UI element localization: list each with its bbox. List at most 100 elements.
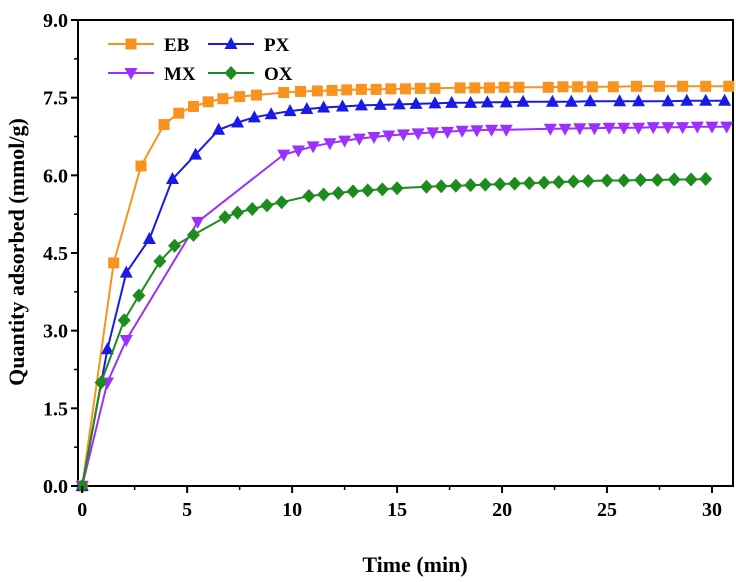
- data-point-ox: [478, 177, 492, 192]
- data-point-eb: [234, 91, 246, 103]
- data-point-eb: [400, 83, 411, 95]
- data-point-px: [300, 102, 314, 115]
- data-point-ox: [464, 178, 478, 193]
- data-point-mx: [617, 122, 631, 135]
- data-point-px: [165, 171, 179, 184]
- data-point-ox: [537, 175, 551, 190]
- data-point-eb: [557, 81, 569, 93]
- data-point-ox: [390, 181, 404, 196]
- data-point-px: [336, 99, 350, 112]
- data-point-eb: [513, 81, 525, 93]
- data-point-px: [480, 95, 494, 108]
- data-point-mx: [291, 145, 305, 158]
- data-point-mx: [396, 129, 410, 142]
- data-point-px: [100, 342, 114, 355]
- data-point-eb: [483, 82, 495, 94]
- data-point-eb: [250, 89, 262, 101]
- data-point-eb: [217, 93, 229, 105]
- y-tick-label: 9.0: [43, 10, 68, 32]
- legend-marker-mx: [124, 68, 138, 80]
- axis-layer: 0 5 10 15 20 25 30 0.0 1.5 3.0 4.5 6.0 7.5 9.0: [43, 10, 722, 521]
- legend-item-mx: MX: [108, 64, 196, 85]
- data-point-mx: [690, 121, 704, 134]
- data-point-mx: [277, 149, 291, 162]
- data-point-px: [119, 265, 133, 278]
- data-point-ox: [667, 172, 681, 187]
- y-tick-label: 1.5: [43, 398, 68, 420]
- series-eb: [76, 80, 735, 492]
- data-point-eb: [469, 82, 481, 94]
- data-point-eb: [586, 81, 598, 93]
- data-point-px: [564, 94, 578, 107]
- data-point-px: [516, 94, 530, 107]
- data-point-eb: [135, 160, 147, 172]
- data-point-ox: [302, 189, 316, 204]
- data-point-eb: [630, 80, 642, 92]
- series-line-px: [81, 99, 725, 487]
- x-tick-label: 25: [597, 499, 617, 521]
- data-point-mx: [191, 216, 205, 229]
- data-point-ox: [346, 184, 360, 199]
- data-point-ox: [600, 173, 614, 188]
- data-point-eb: [370, 83, 382, 95]
- data-point-ox: [218, 210, 232, 225]
- data-point-eb: [700, 80, 712, 92]
- data-point-px: [661, 94, 675, 107]
- y-tick-label: 7.5: [43, 88, 68, 110]
- x-tick-label: 30: [702, 499, 722, 521]
- data-point-ox: [419, 179, 433, 194]
- data-point-eb: [295, 85, 307, 97]
- legend-label-px: PX: [264, 35, 290, 56]
- data-point-eb: [414, 82, 426, 94]
- data-point-px: [583, 94, 597, 107]
- data-point-px: [445, 95, 459, 108]
- data-point-ox: [117, 313, 131, 328]
- data-point-mx: [573, 123, 587, 136]
- data-point-px: [354, 98, 368, 111]
- legend-item-ox: OX: [208, 64, 293, 85]
- data-point-px: [499, 95, 513, 108]
- legend-label-ox: OX: [264, 64, 293, 85]
- data-point-eb: [341, 84, 353, 96]
- data-point-ox: [231, 205, 245, 220]
- data-point-mx: [499, 124, 513, 137]
- data-point-eb: [355, 83, 367, 95]
- data-point-eb: [429, 82, 441, 94]
- data-point-px: [247, 110, 261, 123]
- data-point-px: [283, 104, 297, 117]
- data-point-px: [613, 94, 627, 107]
- y-tick-label: 6.0: [43, 165, 68, 187]
- series-layer: [75, 80, 735, 493]
- data-point-eb: [278, 86, 290, 98]
- data-point-ox: [493, 177, 507, 192]
- data-point-ox: [434, 179, 448, 194]
- legend-item-px: PX: [208, 35, 290, 56]
- data-point-px: [699, 93, 713, 106]
- data-point-ox: [361, 183, 375, 198]
- data-point-px: [680, 93, 694, 106]
- data-point-ox: [552, 175, 566, 190]
- data-point-eb: [654, 80, 666, 92]
- data-point-mx: [367, 132, 381, 145]
- data-point-mx: [558, 123, 572, 136]
- data-point-px: [212, 122, 226, 135]
- data-point-ox: [260, 198, 274, 213]
- data-point-mx: [661, 122, 675, 135]
- y-axis-title: Quantity adsorbed (mmol/g): [4, 118, 29, 386]
- data-point-eb: [202, 96, 214, 108]
- series-ox: [75, 171, 713, 493]
- data-point-ox: [684, 172, 698, 187]
- data-point-px: [409, 96, 423, 109]
- data-point-eb: [173, 107, 185, 119]
- data-point-mx: [411, 128, 425, 141]
- y-tick-label: 3.0: [43, 321, 68, 343]
- data-point-mx: [632, 122, 646, 135]
- legend: EB PX MX OX: [108, 35, 293, 85]
- data-point-mx: [646, 122, 660, 135]
- data-point-ox: [275, 195, 289, 210]
- x-tick-label: 20: [492, 499, 512, 521]
- data-point-ox: [186, 227, 200, 242]
- x-tick-label: 10: [282, 499, 302, 521]
- data-point-mx: [485, 124, 499, 137]
- data-point-px: [189, 147, 203, 160]
